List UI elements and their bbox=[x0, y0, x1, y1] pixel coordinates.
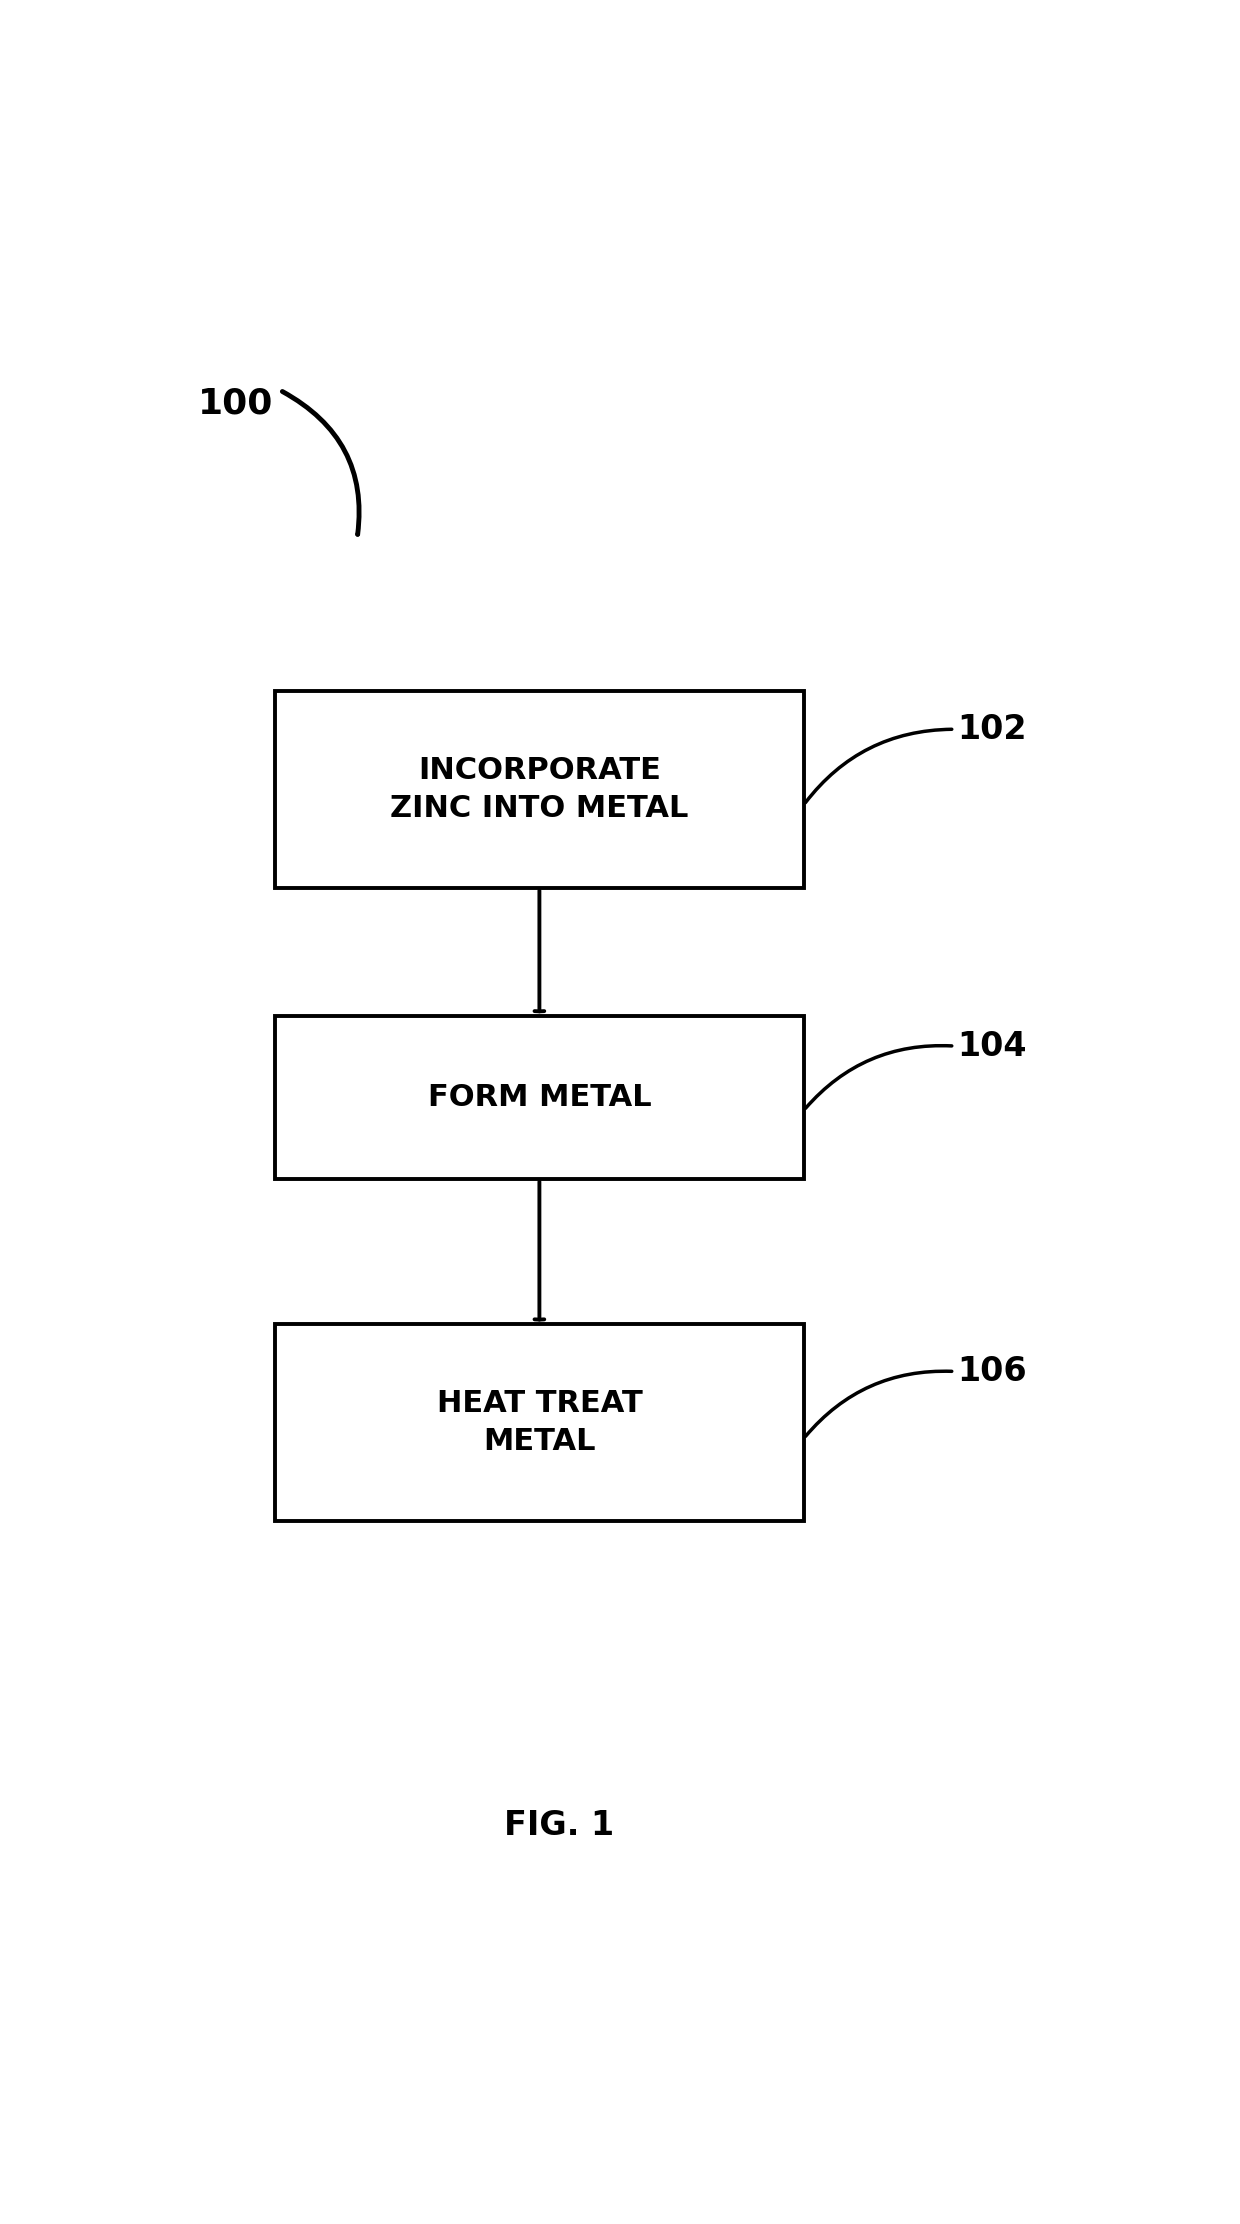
Text: HEAT TREAT
METAL: HEAT TREAT METAL bbox=[436, 1390, 642, 1457]
Text: FORM METAL: FORM METAL bbox=[428, 1083, 651, 1112]
FancyArrowPatch shape bbox=[283, 391, 360, 534]
Text: FIG. 1: FIG. 1 bbox=[503, 1808, 614, 1841]
FancyArrowPatch shape bbox=[806, 1045, 952, 1108]
Text: 104: 104 bbox=[957, 1030, 1027, 1063]
FancyArrowPatch shape bbox=[806, 1372, 952, 1437]
FancyArrowPatch shape bbox=[805, 729, 952, 803]
Bar bbox=[275, 1016, 804, 1179]
Text: 100: 100 bbox=[198, 387, 274, 420]
Bar bbox=[275, 692, 804, 887]
Text: 102: 102 bbox=[957, 712, 1027, 745]
Text: INCORPORATE
ZINC INTO METAL: INCORPORATE ZINC INTO METAL bbox=[391, 756, 688, 823]
Text: 106: 106 bbox=[957, 1354, 1027, 1388]
Bar bbox=[275, 1323, 804, 1521]
